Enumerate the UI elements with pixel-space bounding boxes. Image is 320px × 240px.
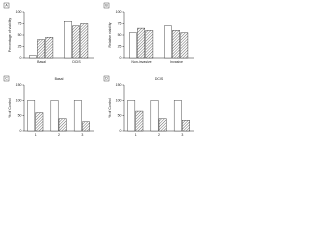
x-tick-label: Basal: [37, 60, 46, 64]
y-tick-label: 25: [18, 44, 22, 48]
panel-label: D: [105, 77, 108, 81]
panel-label-box: [3, 75, 10, 82]
y-axis-label: % of Control: [108, 98, 112, 117]
x-tick-label: Non-invasive: [131, 60, 151, 64]
bar: [73, 100, 82, 132]
bar: [180, 32, 189, 59]
y-tick-label: 150: [16, 83, 22, 87]
y-tick-label: 50: [118, 33, 122, 37]
y-tick-label: 50: [18, 33, 22, 37]
bar: [137, 27, 145, 59]
bar: [80, 23, 89, 59]
y-tick-label: 100: [116, 98, 122, 102]
y-tick-label: 0: [120, 129, 122, 133]
y-tick-label: 0: [20, 129, 22, 133]
y-tick-label: 75: [118, 21, 122, 25]
y-tick-label: 50: [118, 114, 122, 118]
bar: [172, 30, 180, 59]
bar: [58, 118, 67, 132]
bar: [64, 21, 72, 59]
chart-title: DCIS: [155, 77, 164, 81]
y-tick-label: 100: [16, 98, 22, 102]
y-axis-label: % of Control: [8, 98, 12, 117]
x-tick-label: 2: [58, 133, 60, 137]
panel-label: A: [5, 4, 8, 8]
page: A Percentage of viability 0 25 50 75 100 Basal D…: [3, 2, 194, 137]
x-tick-label: Invasive: [170, 60, 183, 64]
y-tick-label: 75: [18, 21, 22, 25]
y-axis-label: Relative viability: [108, 22, 112, 47]
x-tick-label: 1: [35, 133, 37, 137]
x-tick-label: 3: [181, 133, 183, 137]
bar: [82, 121, 90, 132]
x-tick-label: 1: [135, 133, 137, 137]
y-tick-label: 0: [120, 56, 122, 60]
bar: [127, 100, 136, 132]
y-tick-label: 0: [20, 56, 22, 60]
x-tick-label: 2: [158, 133, 160, 137]
x-tick-label: 3: [81, 133, 83, 137]
chart-title: Basal: [55, 77, 64, 81]
bar: [35, 112, 44, 132]
y-tick-label: 50: [18, 114, 22, 118]
panel-label: C: [5, 77, 8, 81]
bar: [29, 55, 37, 59]
bar: [129, 32, 137, 59]
bar: [135, 110, 144, 132]
panel-label-box: [103, 75, 110, 82]
y-axis-label: Percentage of viability: [8, 18, 12, 52]
panel-label: B: [105, 4, 108, 8]
y-tick-label: 25: [118, 44, 122, 48]
x-tick-label: DCIS: [72, 60, 81, 64]
bar: [173, 100, 182, 132]
bar: [72, 25, 80, 59]
bar: [164, 25, 172, 59]
bar: [145, 30, 154, 59]
y-tick-label: 100: [16, 10, 22, 14]
y-tick-label: 100: [116, 10, 122, 14]
panel-label-box: [3, 2, 10, 9]
panel-label-box: [103, 2, 110, 9]
bar: [27, 100, 36, 132]
bar: [158, 118, 167, 132]
bar: [182, 120, 190, 132]
bar: [45, 37, 54, 59]
y-tick-label: 150: [116, 83, 122, 87]
bar: [150, 100, 159, 132]
bar: [37, 39, 45, 59]
bar: [50, 100, 59, 132]
